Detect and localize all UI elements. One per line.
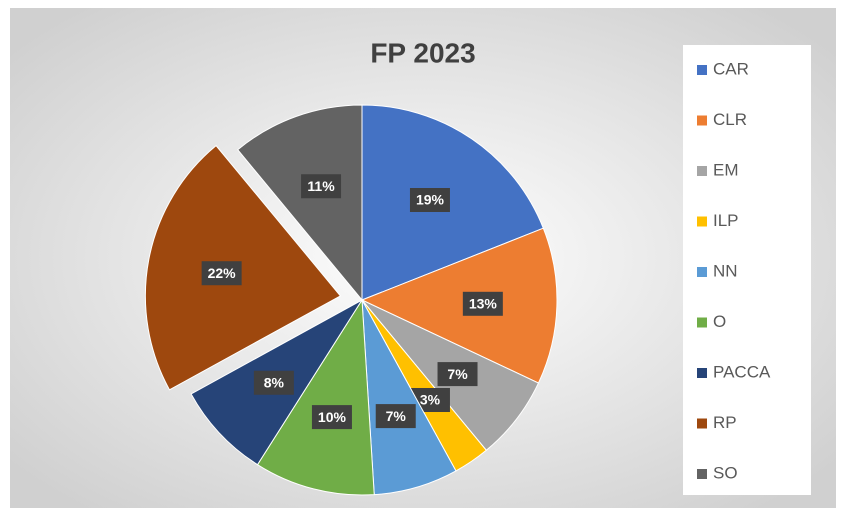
legend-label: RP (713, 413, 737, 432)
legend-label: CAR (713, 59, 749, 78)
legend-label: ILP (713, 211, 739, 230)
data-label-box (301, 174, 342, 199)
data-label-box (311, 405, 352, 430)
data-label: 3% (420, 392, 441, 408)
legend-marker (697, 166, 707, 176)
data-label: 19% (416, 192, 445, 208)
legend-label: O (713, 312, 726, 331)
data-label: 7% (386, 408, 407, 424)
legend-marker (697, 216, 707, 227)
pie-slice (360, 227, 558, 384)
data-label-box (253, 370, 294, 395)
legend-marker (697, 418, 707, 429)
data-label-box (437, 362, 478, 387)
pie-slice (144, 144, 342, 391)
data-label: 10% (318, 409, 347, 425)
data-label: 11% (307, 178, 335, 194)
legend-marker (697, 65, 707, 75)
legend-marker (697, 317, 707, 328)
data-label-box (201, 261, 242, 286)
data-label: 7% (447, 366, 468, 382)
data-label: 8% (264, 374, 285, 390)
chart-title: FP 2023 (370, 37, 475, 68)
data-label-box (409, 188, 450, 213)
legend-label: PACCA (713, 362, 771, 381)
legend-label: SO (713, 463, 738, 482)
legend-marker (697, 469, 707, 479)
legend-marker (697, 267, 707, 277)
data-label-box (375, 404, 416, 429)
data-label: 13% (469, 296, 498, 312)
data-label-box (462, 291, 503, 316)
legend-label: CLR (713, 110, 747, 129)
data-label: 22% (208, 265, 237, 281)
legend-label: NN (713, 261, 738, 280)
pie-slice (236, 104, 363, 302)
legend-label: EM (713, 160, 739, 179)
legend-marker (697, 368, 707, 378)
pie-slice (256, 298, 375, 496)
legend-marker (697, 115, 707, 126)
pie-slice (361, 104, 544, 301)
